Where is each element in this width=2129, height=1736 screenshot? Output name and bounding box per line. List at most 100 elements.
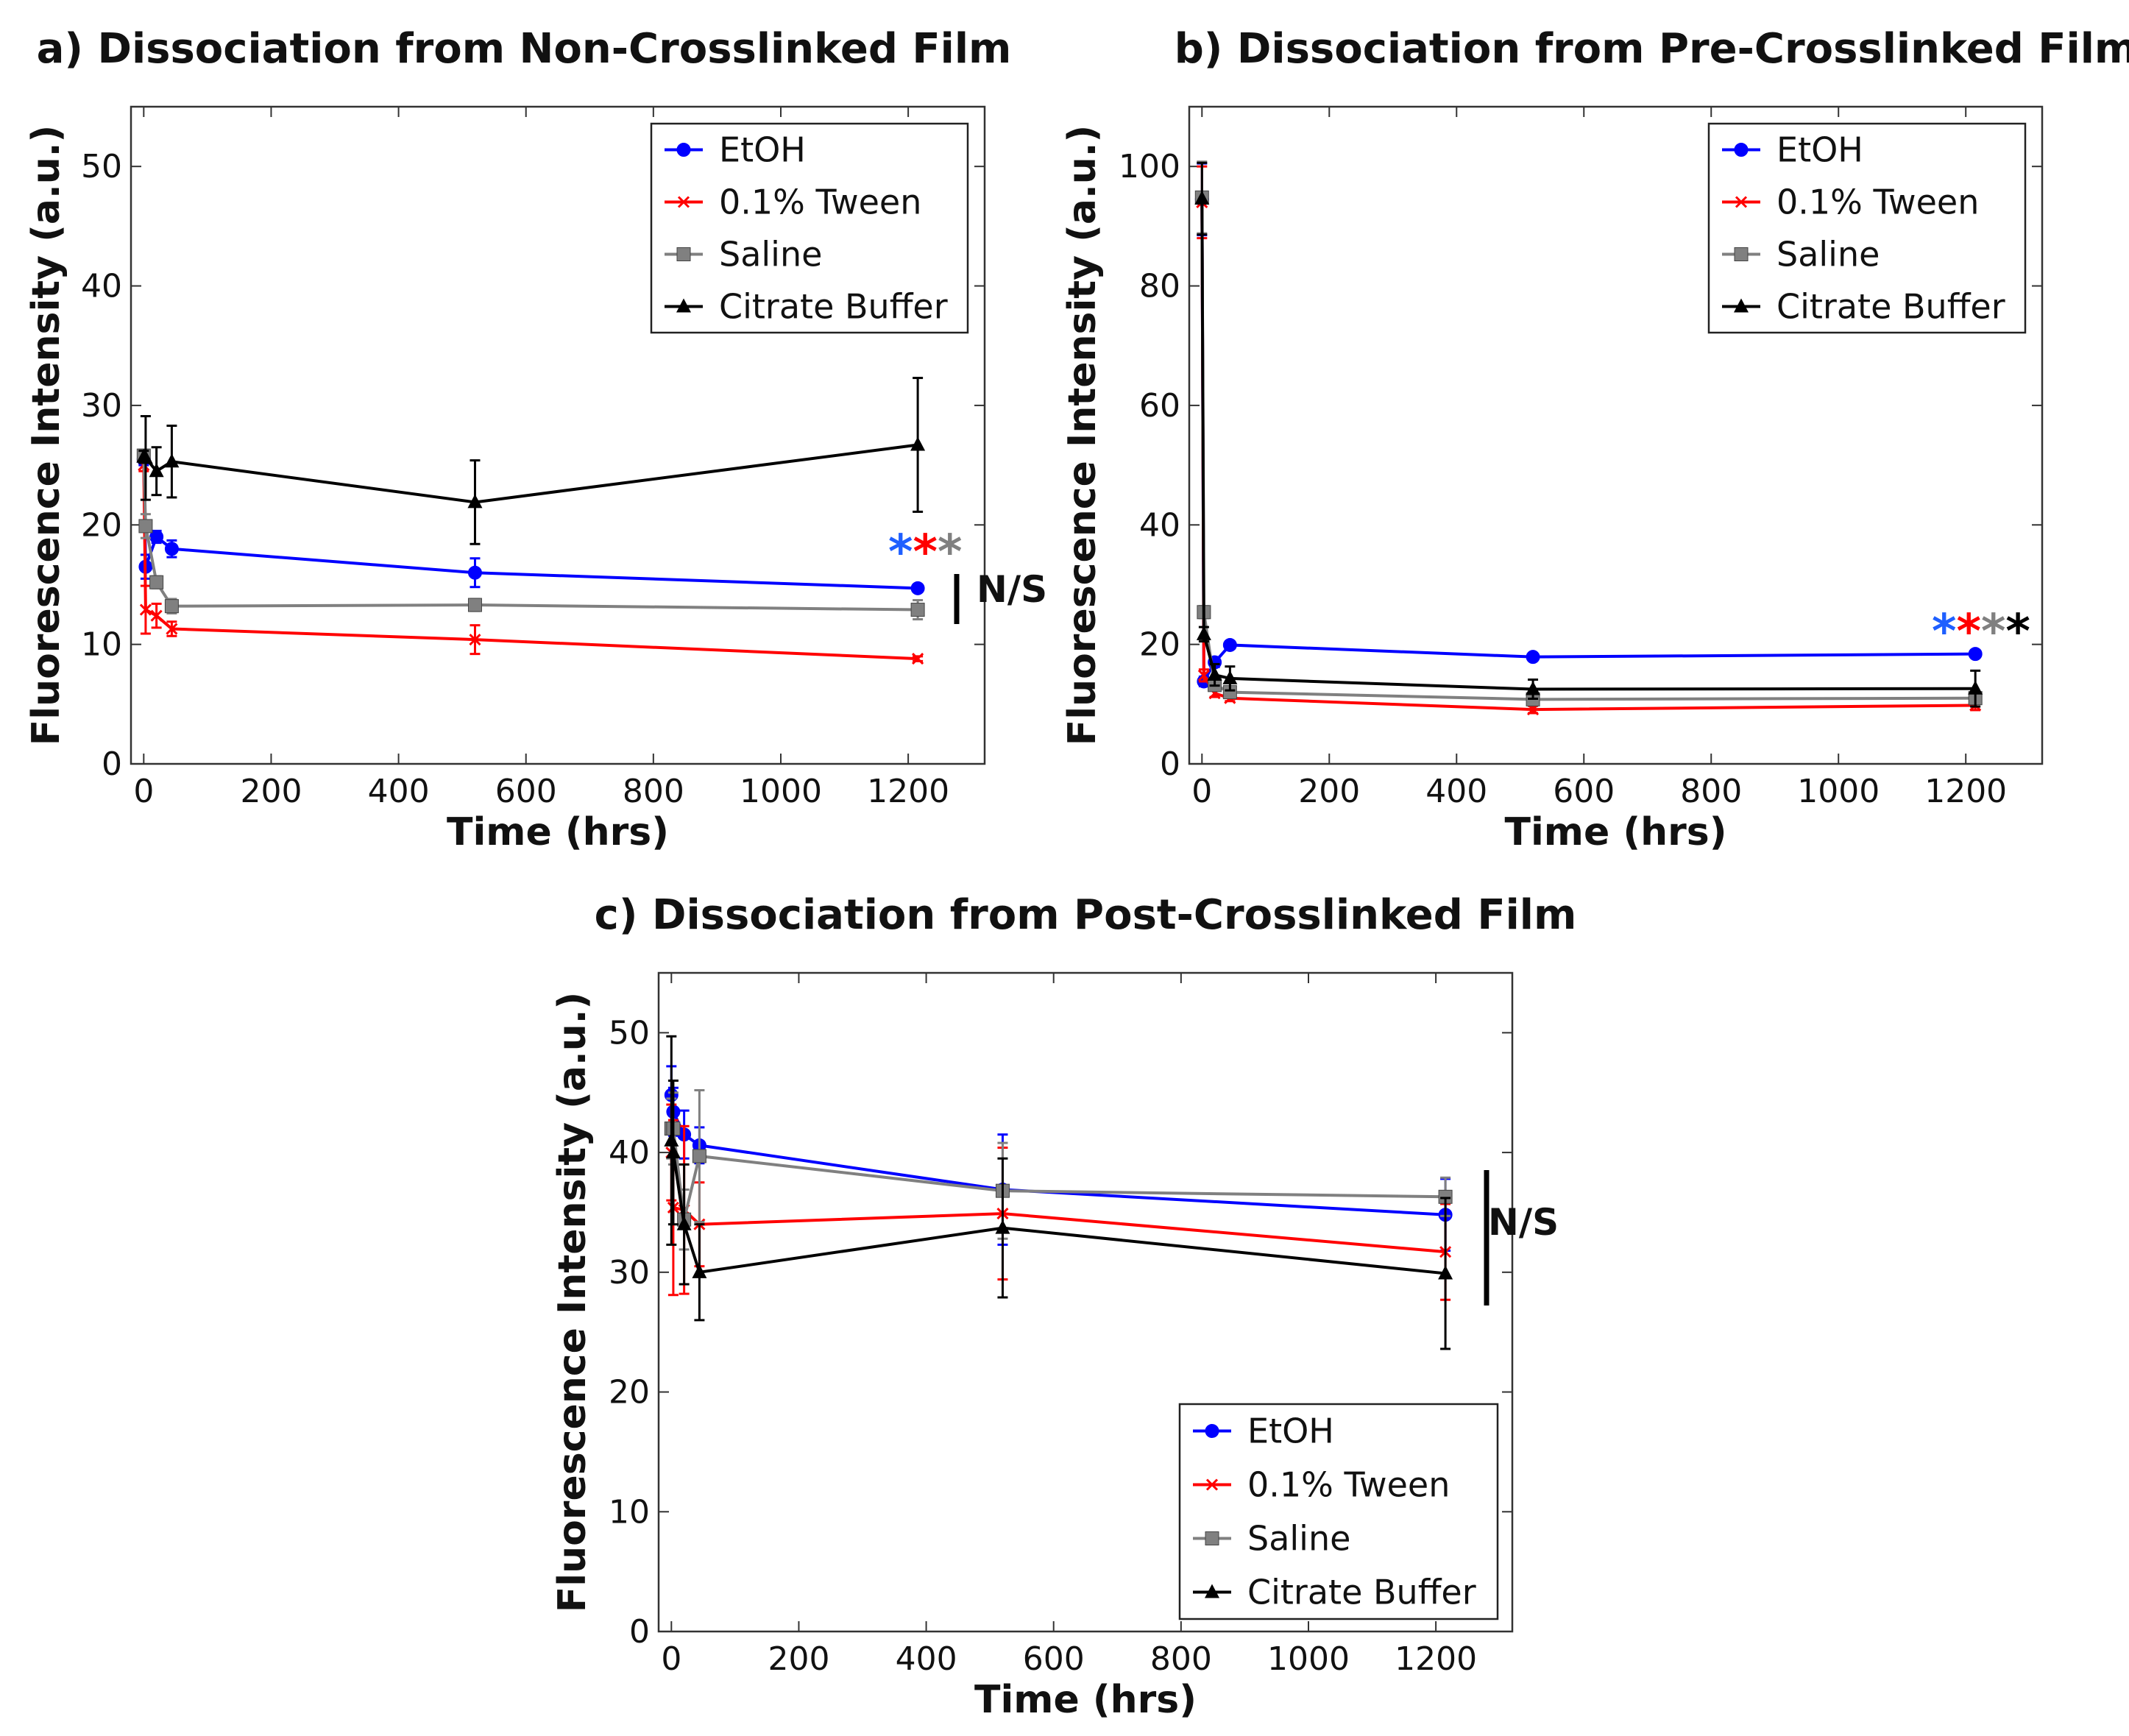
y-axis-label: Fluorescence Intensity (a.u.): [550, 992, 595, 1613]
x-tick-label: 800: [1150, 1640, 1212, 1678]
y-tick-label: 40: [1139, 506, 1180, 544]
y-axis-label: Fluorescence Intensity (a.u.): [1060, 125, 1105, 746]
x-tick-label: 0: [1191, 773, 1212, 810]
chart-title: b) Dissociation from Pre-Crosslinked Fil…: [1175, 25, 2129, 73]
x-tick-label: 200: [768, 1640, 829, 1678]
data-point: [676, 1216, 692, 1230]
data-point: [1526, 681, 1541, 695]
y-tick-label: 100: [1119, 148, 1180, 185]
data-point: [1222, 670, 1238, 684]
x-tick-label: 800: [1680, 773, 1742, 810]
x-tick-label: 1000: [740, 773, 822, 810]
y-tick-label: 0: [102, 745, 122, 783]
y-axis-label: Fluorescence Intensity (a.u.): [24, 125, 68, 746]
data-point: [664, 1132, 679, 1147]
panel-b: b) Dissociation from Pre-Crosslinked Fil…: [1060, 25, 2129, 854]
x-tick-label: 200: [1298, 773, 1360, 810]
x-tick-label: 1000: [1267, 1640, 1350, 1678]
significance-stars: ***: [888, 525, 962, 580]
y-tick-label: 0: [629, 1613, 650, 1651]
x-tick-label: 600: [1023, 1640, 1085, 1678]
legend-label: 0.1% Tween: [1776, 183, 1979, 222]
series-line: [143, 443, 918, 504]
significance-star: *: [2005, 605, 2030, 659]
legend: EtOH 0.1% Tween Saline Citrate Buffer: [650, 122, 969, 334]
y-tick-label: 50: [81, 148, 122, 185]
plot-frame: [657, 971, 1514, 1633]
data-point: [910, 603, 925, 617]
legend-box: [650, 122, 969, 334]
data-point: [1194, 191, 1210, 205]
legend-swatch-marker: [1205, 1478, 1219, 1491]
data-point: [469, 634, 481, 646]
legend-swatch-marker: [1205, 1424, 1219, 1438]
data-point: [149, 575, 164, 589]
data-point: [692, 1264, 707, 1278]
significance-star: *: [888, 525, 913, 580]
series-saline: [136, 448, 925, 621]
plot-frame: [130, 105, 986, 765]
data-point: [1526, 650, 1540, 665]
significance-star: *: [1956, 605, 1980, 659]
data-point: [467, 494, 483, 509]
y-tick-label: 20: [1139, 626, 1180, 664]
data-point: [149, 530, 164, 545]
x-tick-label: 0: [133, 773, 154, 810]
x-tick-label: 1200: [1395, 1640, 1477, 1678]
series-line: [1200, 199, 1976, 691]
series-line: [142, 458, 918, 590]
legend-label: Citrate Buffer: [1776, 287, 2005, 327]
series-saline: [664, 1088, 1453, 1251]
x-tick-label: 1200: [1924, 773, 2007, 810]
ns-label: N/S: [977, 568, 1047, 611]
data-point: [138, 450, 153, 464]
significance-star: *: [938, 525, 962, 580]
data-point: [166, 623, 178, 635]
y-tick-label: 30: [81, 387, 122, 425]
legend-label: EtOH: [719, 130, 806, 170]
series-citrate-buffer: [136, 377, 926, 545]
chart-title: c) Dissociation from Post-Crosslinked Fi…: [595, 891, 1577, 939]
data-point: [149, 463, 164, 478]
series-0-1-tween: [665, 1103, 1452, 1301]
x-tick-label: 1000: [1797, 773, 1880, 810]
data-point: [1222, 637, 1237, 652]
data-point: [467, 565, 482, 580]
legend-swatch-marker: [677, 196, 690, 208]
y-tick-label: 40: [81, 268, 122, 305]
data-point: [150, 609, 163, 622]
x-tick-label: 1200: [867, 773, 949, 810]
y-tick-label: 40: [609, 1134, 650, 1172]
significance-star: *: [913, 525, 937, 580]
data-point: [692, 1149, 706, 1163]
x-axis-label: Time (hrs): [1505, 810, 1727, 854]
y-tick-label: 0: [1160, 745, 1180, 783]
series-citrate-buffer: [1194, 161, 1983, 708]
legend-label: 0.1% Tween: [1247, 1465, 1450, 1505]
y-tick-label: 30: [609, 1254, 650, 1292]
significance-star: *: [1981, 605, 2005, 659]
legend-swatch-marker: [1205, 1584, 1219, 1598]
legend-label: Saline: [1776, 235, 1880, 274]
significance-star: *: [1932, 605, 1956, 659]
data-point: [1438, 1265, 1453, 1280]
data-point: [1207, 667, 1222, 681]
series-etoh: [664, 1065, 1453, 1253]
data-point: [164, 542, 179, 556]
legend-label: Saline: [719, 235, 822, 274]
legend-box: [1707, 122, 2027, 334]
x-axis-label: Time (hrs): [447, 810, 669, 854]
legend-swatch-marker: [1735, 196, 1748, 208]
legend-swatch-marker: [1205, 1531, 1219, 1545]
y-tick-label: 10: [81, 626, 122, 664]
data-point: [164, 599, 179, 614]
y-tick-label: 60: [1139, 387, 1180, 425]
plot-frame: [1188, 105, 2044, 765]
data-point: [1196, 626, 1211, 640]
legend-swatch-marker: [1734, 298, 1749, 313]
legend-label: Citrate Buffer: [719, 287, 948, 327]
panel-a: a) Dissociation from Non-Crosslinked Fil…: [24, 25, 1047, 854]
data-point: [995, 1219, 1010, 1234]
panel-c: c) Dissociation from Post-Crosslinked Fi…: [550, 891, 1576, 1722]
legend-box: [1178, 1403, 1499, 1620]
